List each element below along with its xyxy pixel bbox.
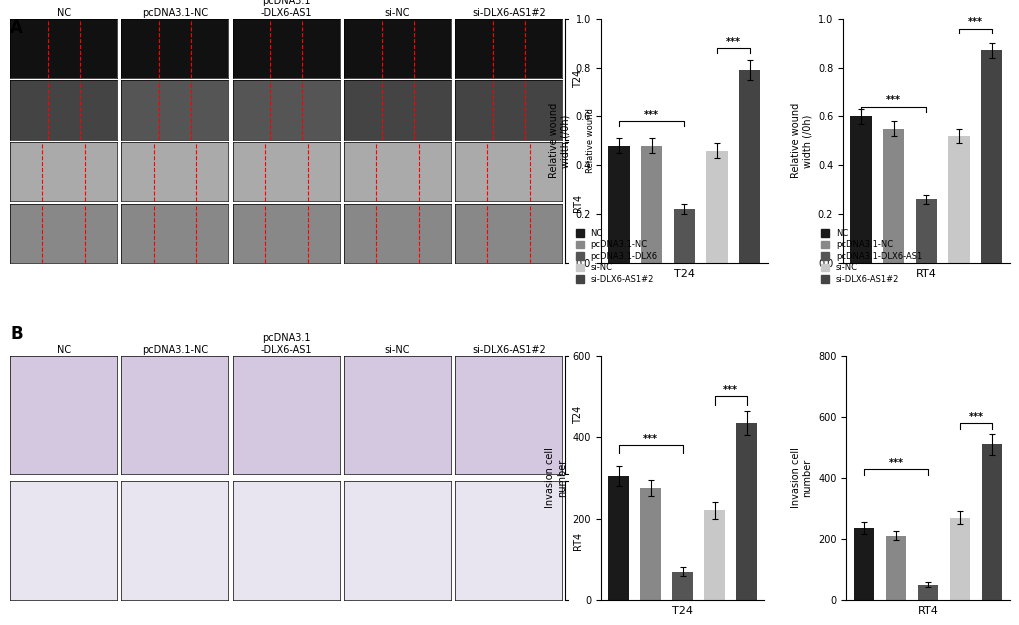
- Text: ***: ***: [888, 458, 903, 468]
- Text: RT4: RT4: [572, 194, 582, 212]
- Text: ***: ***: [967, 18, 982, 28]
- Title: pcDNA3.1-NC: pcDNA3.1-NC: [142, 8, 208, 18]
- Bar: [949, 518, 969, 600]
- Text: T24: T24: [572, 406, 582, 424]
- Bar: [607, 476, 629, 600]
- Text: ***: ***: [886, 96, 901, 106]
- Y-axis label: Invasion cell
number: Invasion cell number: [790, 448, 811, 508]
- Bar: [980, 444, 1002, 600]
- X-axis label: T24: T24: [674, 269, 694, 279]
- Legend: NC, pcDNA3.1-NC, pcDNA3.1-DLX6, si-NC, si-DLX6-AS1#2: NC, pcDNA3.1-NC, pcDNA3.1-DLX6, si-NC, s…: [572, 226, 660, 288]
- Legend: NC, pcDNA3.1-NC, pcDNA3.1-DLX6-AS1, si-NC, si-DLX6-AS1#2: NC, pcDNA3.1-NC, pcDNA3.1-DLX6-AS1, si-N…: [817, 226, 924, 288]
- Y-axis label: Relative wound
width (/0h): Relative wound width (/0h): [548, 103, 570, 179]
- Bar: [640, 488, 660, 600]
- Text: ***: ***: [967, 412, 982, 422]
- Bar: [884, 536, 906, 600]
- Title: pcDNA3.1
-DLX6-AS1: pcDNA3.1 -DLX6-AS1: [260, 333, 312, 355]
- Text: ***: ***: [725, 37, 740, 47]
- Bar: [703, 511, 725, 600]
- Title: si-DLX6-AS1#2: si-DLX6-AS1#2: [472, 345, 545, 355]
- Title: NC: NC: [57, 8, 70, 18]
- Bar: [917, 585, 937, 600]
- Text: B: B: [10, 325, 22, 343]
- X-axis label: T24: T24: [672, 606, 693, 616]
- Bar: [853, 528, 873, 600]
- X-axis label: RT4: RT4: [917, 606, 937, 616]
- Bar: [705, 151, 727, 263]
- Bar: [607, 146, 629, 263]
- Bar: [640, 146, 661, 263]
- Y-axis label: Invasion cell
number: Invasion cell number: [545, 448, 567, 508]
- Text: ***: ***: [644, 110, 658, 120]
- Bar: [850, 116, 871, 263]
- Text: RT4: RT4: [572, 532, 582, 550]
- Title: si-NC: si-NC: [384, 8, 410, 18]
- Bar: [882, 129, 904, 263]
- Title: si-NC: si-NC: [384, 345, 410, 355]
- Title: pcDNA3.1
-DLX6-AS1: pcDNA3.1 -DLX6-AS1: [260, 0, 312, 18]
- Bar: [915, 199, 936, 263]
- Title: pcDNA3.1-NC: pcDNA3.1-NC: [142, 345, 208, 355]
- Text: T24: T24: [572, 70, 582, 88]
- Bar: [738, 70, 759, 263]
- Y-axis label: Relative wound
width (/0h): Relative wound width (/0h): [790, 103, 811, 179]
- Title: NC: NC: [57, 345, 70, 355]
- Text: ***: ***: [722, 385, 738, 395]
- Text: Relative wound: Relative wound: [586, 108, 595, 173]
- Bar: [736, 423, 756, 600]
- X-axis label: RT4: RT4: [915, 269, 935, 279]
- Bar: [948, 136, 969, 263]
- Title: si-DLX6-AS1#2: si-DLX6-AS1#2: [472, 8, 545, 18]
- Bar: [673, 209, 694, 263]
- Text: ***: ***: [643, 434, 657, 444]
- Text: A: A: [10, 19, 23, 37]
- Bar: [672, 571, 692, 600]
- Bar: [980, 51, 1002, 263]
